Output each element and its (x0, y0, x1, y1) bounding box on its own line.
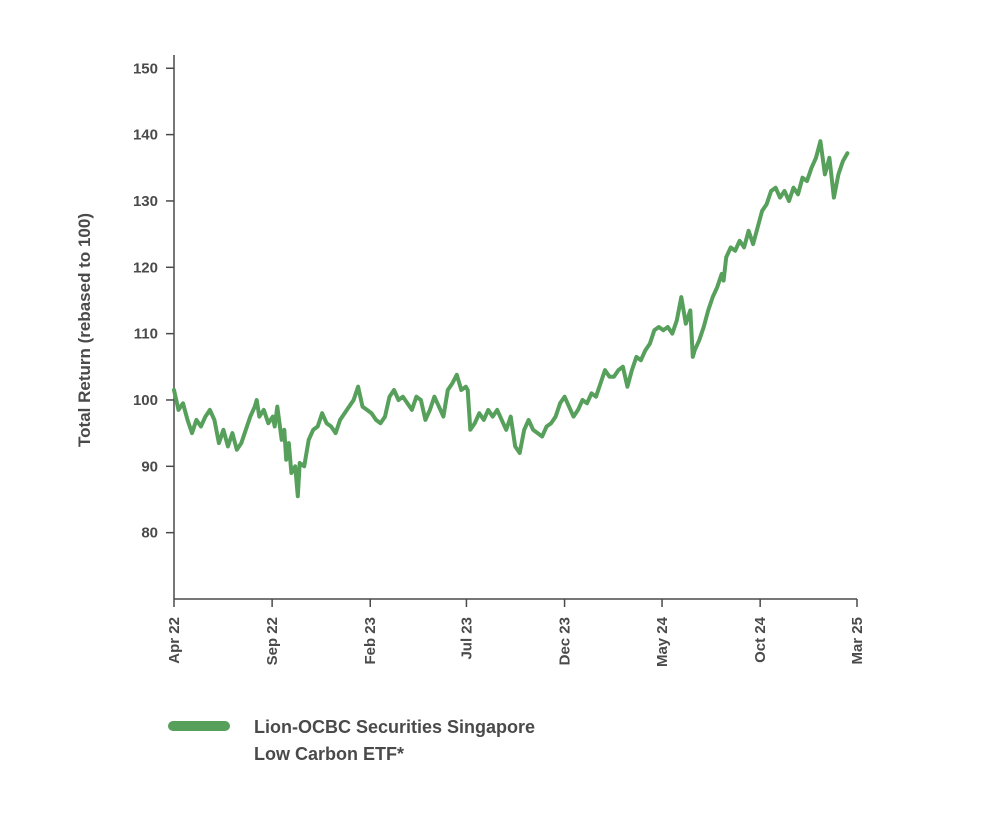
x-tick-label: Apr 22 (166, 617, 183, 664)
y-tick-label: 150 (133, 60, 158, 77)
x-tick-label: Oct 24 (752, 616, 769, 663)
x-tick-label: May 24 (654, 616, 671, 667)
x-tick-label: Dec 23 (557, 617, 574, 665)
legend-label: Lion-OCBC Securities Singapore Low Carbo… (254, 717, 536, 764)
y-tick-label: 130 (133, 193, 158, 210)
y-tick-label: 140 (133, 127, 158, 144)
x-tick-label: Mar 25 (849, 617, 866, 665)
y-ticks: 80 90 100 110 120 130 140 150 (133, 60, 174, 542)
legend: Lion-OCBC Securities Singapore Low Carbo… (168, 714, 554, 768)
x-ticks: Apr 22 Sep 22 Feb 23 Jul 23 Dec 23 May 24 Oct … (166, 599, 866, 667)
y-tick-label: 100 (133, 392, 158, 409)
x-tick-label: Feb 23 (362, 617, 379, 665)
x-tick-label: Jul 23 (458, 617, 475, 660)
y-axis-title: Total Return (rebased to 100) (75, 213, 94, 447)
y-tick-label: 110 (134, 326, 158, 343)
y-tick-label: 80 (141, 525, 158, 542)
y-tick-label: 120 (133, 259, 158, 276)
y-tick-label: 90 (141, 458, 158, 475)
y-axis: 80 90 100 110 120 130 140 150 (133, 55, 175, 599)
x-axis: Apr 22 Sep 22 Feb 23 Jul 23 Dec 23 May 24 Oct … (166, 598, 866, 667)
series-line-0 (172, 139, 850, 499)
legend-swatch (168, 721, 230, 731)
x-tick-label: Sep 22 (264, 617, 281, 665)
series-layer (172, 139, 850, 499)
